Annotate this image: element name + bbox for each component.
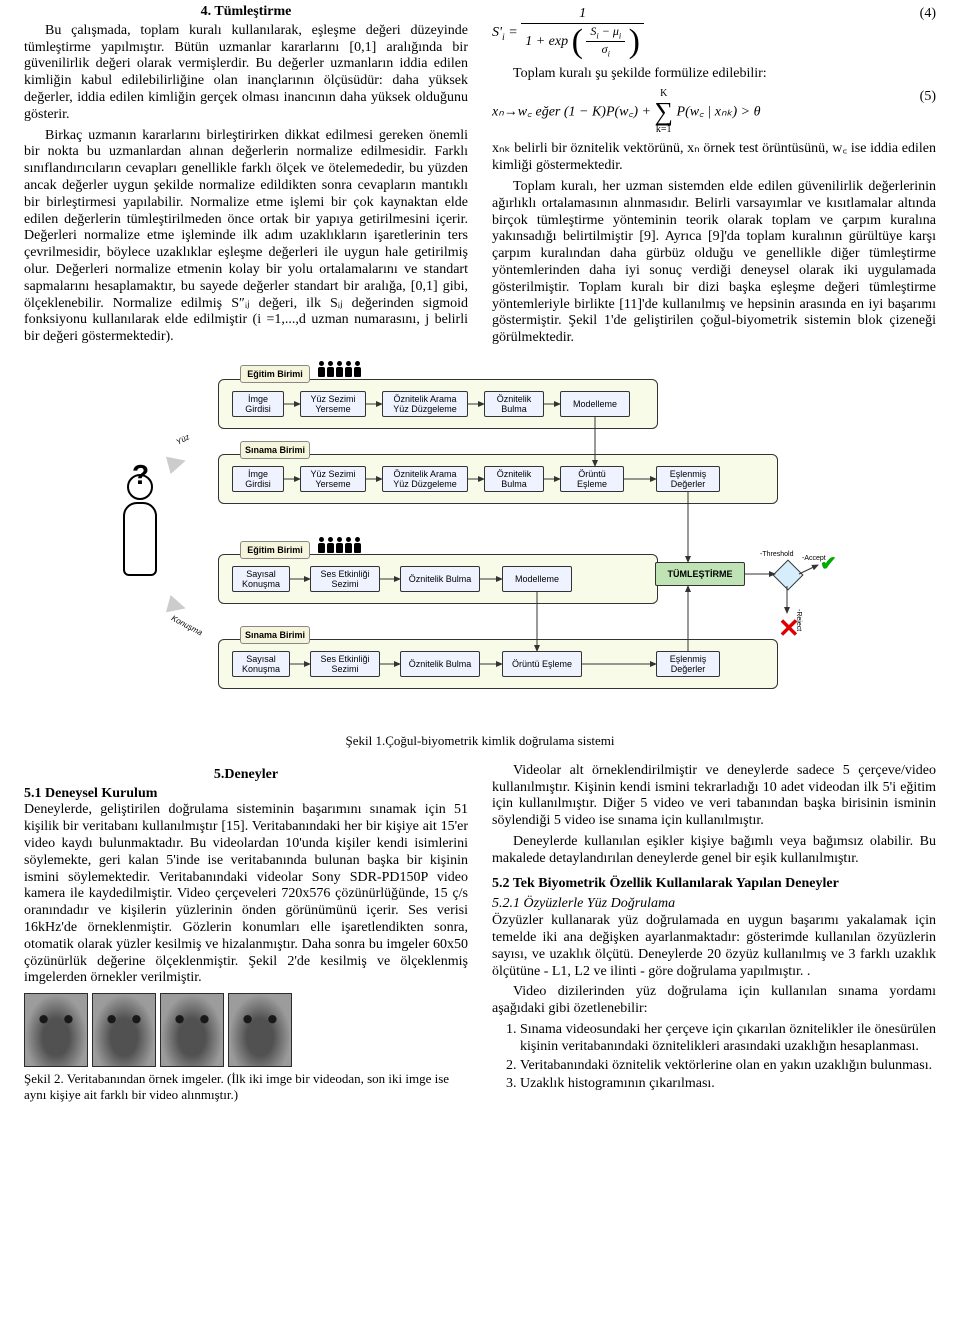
threshold-label: -Threshold (760, 551, 793, 558)
face-train-ozarama: Öznitelik Arama Yüz Düzgeleme (382, 391, 468, 417)
sub521-title: 5.2.1 Özyüzlerle Yüz Doğrulama (492, 896, 936, 913)
people-icon (318, 361, 361, 377)
voice-test-sayisal: Sayısal Konuşma (232, 651, 290, 677)
decision-diamond-icon (772, 559, 803, 590)
face-test-ozarama: Öznitelik Arama Yüz Düzgeleme (382, 466, 468, 492)
arrow-face-label: Yüz (175, 432, 191, 446)
question-mark-icon: ? (132, 459, 149, 491)
accept-check-icon: ✔ (820, 551, 837, 576)
list-item: Sınama videosundaki her çerçeve için çık… (520, 1022, 936, 1056)
eq5-body: xₙ→w꜀ eğer (1 − K)P(w꜀) + (492, 104, 651, 119)
reject-x-icon: ✕ (778, 613, 800, 644)
face-test-ozbulma: Öznitelik Bulma (484, 466, 544, 492)
eq5-sum-lower: k=1 (654, 125, 673, 135)
face-train-modelleme: Modelleme (560, 391, 630, 417)
para5-1: Deneylerde, geliştirilen doğrulama siste… (24, 802, 468, 987)
voice-train-modelleme: Modelleme (502, 566, 572, 592)
voice-test-label: Sınama Birimi (240, 626, 310, 644)
voice-test-eslenmis: Eşlenmiş Değerler (656, 651, 720, 677)
people-icon-2 (318, 537, 361, 553)
arrow-face-icon (166, 452, 188, 474)
face-image-3 (160, 993, 224, 1067)
voice-test-ozbulma: Öznitelik Bulma (400, 651, 480, 677)
list-item: Uzaklık histogramının çıkarılması. (520, 1076, 936, 1093)
face-train-ozbulma: Öznitelik Bulma (484, 391, 544, 417)
face-test-eslenmis: Eşlenmiş Değerler (656, 466, 720, 492)
para4-r2: Toplam kuralı, her uzman sistemden elde … (492, 179, 936, 347)
figure2-caption: Şekil 2. Veritabanından örnek imgeler. (… (24, 1071, 468, 1102)
para5-r1: Videolar alt örneklendirilmiştir ve dene… (492, 763, 936, 830)
face-test-label: Sınama Birimi (240, 441, 310, 459)
face-train-yuzsezimi: Yüz Sezimi Yerseme (300, 391, 366, 417)
voice-test-oruntu: Örüntü Eşleme (502, 651, 582, 677)
para521: Özyüzler kullanarak yüz doğrulamada en u… (492, 913, 936, 980)
face-test-oruntu: Örüntü Eşleme (560, 466, 624, 492)
face-train-label: Eğitim Birimi (240, 365, 310, 383)
para4-r1: xₙₖ belirli bir öznitelik vektörünü, xₙ … (492, 141, 936, 175)
face-test-yuzsezimi: Yüz Sezimi Yerseme (300, 466, 366, 492)
equation-4: S'i = 1 1 + exp ( Si − μi σi ) (4) (492, 6, 936, 60)
eq4-number: (4) (920, 6, 936, 23)
section4-title: 4. Tümleştirme (24, 4, 468, 21)
tumlestirme-box: TÜMLEŞTİRME (655, 562, 745, 586)
face-image-4 (228, 993, 292, 1067)
sub51-title: 5.1 Deneysel Kurulum (24, 786, 468, 803)
face-test-imge: İmge Girdisi (232, 466, 284, 492)
eq5-pre: Toplam kuralı şu şekilde formülize edile… (492, 66, 936, 83)
sub52-title: 5.2 Tek Biyometrik Özellik Kullanılarak … (492, 876, 936, 893)
arrow-voice-label: Konuşma (170, 613, 204, 637)
list-521: Sınama videosundaki her çerçeve için çık… (520, 1022, 936, 1093)
section5-title: 5.Deneyler (24, 767, 468, 784)
equation-5: xₙ→w꜀ eğer (1 − K)P(w꜀) + K ∑ k=1 P(w꜀ |… (492, 89, 936, 136)
voice-train-ses: Ses Etkinliği Sezimi (310, 566, 380, 592)
para4-2: Birkaç uzmanın kararlarını birleştirirke… (24, 128, 468, 346)
figure1-caption: Şekil 1.Çoğul-biyometrik kimlik doğrulam… (24, 733, 936, 749)
arrow-voice-icon (166, 595, 188, 617)
para521b: Video dizilerinden yüz doğrulama için ku… (492, 984, 936, 1018)
figure-2 (24, 993, 468, 1067)
figure-1: ? Yüz Konuşma Eğitim Birimi İmge Girdisi… (24, 359, 936, 757)
voice-train-label: Eğitim Birimi (240, 541, 310, 559)
voice-train-sayisal: Sayısal Konuşma (232, 566, 290, 592)
eq5-tail: P(w꜀ | xₙₖ) > θ (677, 104, 761, 119)
para4-1: Bu çalışmada, toplam kuralı kullanılarak… (24, 23, 468, 124)
face-image-1 (24, 993, 88, 1067)
para5-r2: Deneylerde kullanılan eşikler kişiye bağ… (492, 834, 936, 868)
face-image-2 (92, 993, 156, 1067)
face-train-imge: İmge Girdisi (232, 391, 284, 417)
voice-test-ses: Ses Etkinliği Sezimi (310, 651, 380, 677)
voice-train-ozbulma: Öznitelik Bulma (400, 566, 480, 592)
list-item: Veritabanındaki öznitelik vektörlerine o… (520, 1058, 936, 1075)
eq5-number: (5) (920, 89, 936, 106)
